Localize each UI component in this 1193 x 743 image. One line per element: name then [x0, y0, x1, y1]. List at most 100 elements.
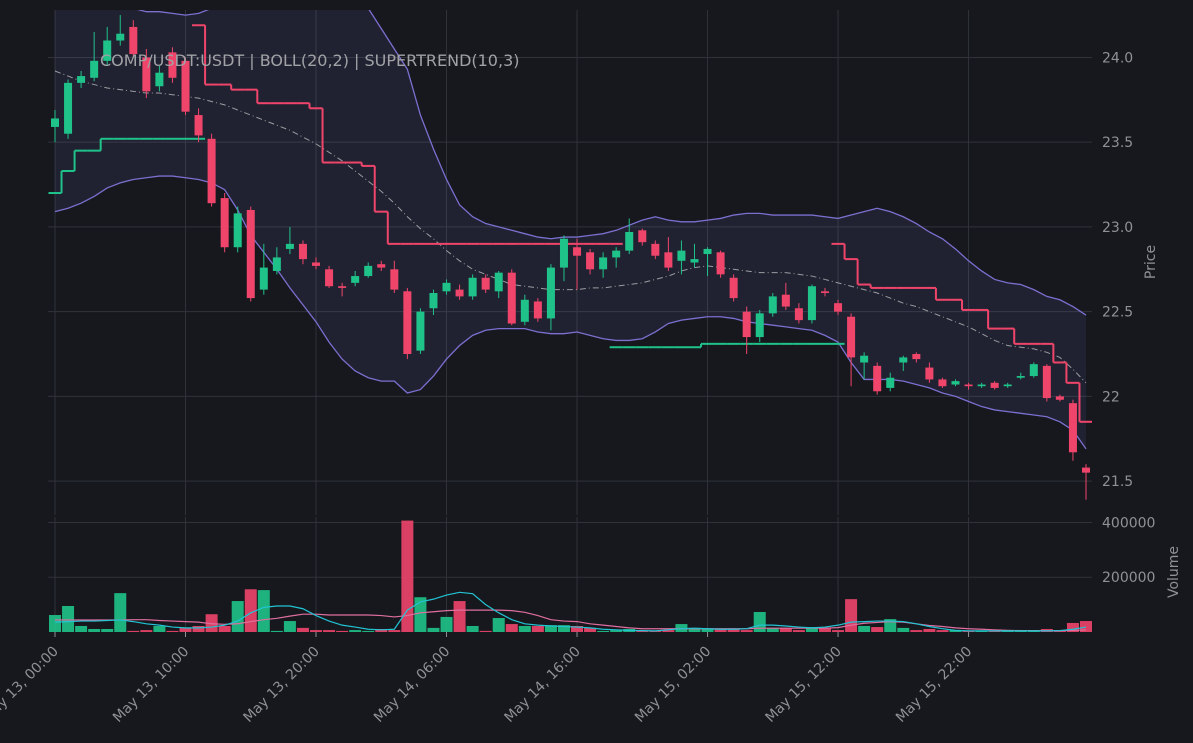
candle-body [103, 40, 112, 61]
candle-body [233, 213, 242, 248]
candle-body [886, 377, 895, 388]
x-tick-label: May 14, 16:00 [501, 644, 583, 726]
volume-bar [492, 618, 505, 632]
candle-body [481, 277, 490, 290]
candle-body [429, 293, 438, 309]
y2-axis-label: Volume [1166, 546, 1182, 598]
volume-bar [440, 616, 453, 632]
x-tick-label: May 13, 20:00 [240, 644, 322, 726]
volume-bar [114, 593, 127, 632]
chart-title: COMP/USDT:USDT | BOLL(20,2) | SUPERTREND… [100, 51, 520, 70]
candle-body [1029, 364, 1038, 377]
volume-bar [192, 625, 205, 632]
volume-bar [1080, 621, 1092, 632]
y-tick-label: 21.5 [1102, 474, 1133, 490]
y-tick-label: 23.0 [1102, 220, 1133, 236]
candle-body [807, 286, 816, 321]
y-tick-label: 23.5 [1102, 135, 1133, 151]
volume-bar [75, 625, 88, 632]
volume-bar [571, 625, 584, 632]
volume-bar [257, 590, 270, 632]
candle-body [716, 252, 725, 275]
candle-body [977, 384, 986, 387]
volume-bar [362, 630, 375, 632]
volume-ma-fast [54, 591, 1087, 632]
candle-body [1016, 376, 1025, 378]
volume-bar [283, 621, 296, 632]
volume-bar [610, 630, 623, 632]
band-fill [55, 10, 1086, 449]
candle-body [403, 291, 412, 355]
volume-bar [414, 597, 427, 632]
candle-body [664, 252, 673, 268]
candle-body [364, 265, 373, 277]
volume-bar [818, 627, 831, 632]
volume-bar [910, 630, 923, 632]
candle-body [742, 311, 751, 338]
volume-bar [127, 630, 140, 632]
candle-body [690, 259, 699, 263]
volume-bar [701, 628, 714, 632]
candle-body [755, 313, 764, 338]
candle-body [298, 243, 307, 260]
candle-body [129, 26, 138, 55]
volume-bar [166, 630, 179, 632]
candle-body [1055, 396, 1064, 400]
candle-body [677, 250, 686, 261]
volume-bar [388, 630, 401, 632]
candle-body [494, 272, 503, 292]
candle-body [586, 252, 595, 270]
volume-bar [871, 627, 884, 632]
volume-bar [740, 630, 753, 632]
volume-bar [779, 627, 792, 632]
candle-body [964, 384, 973, 387]
bollinger-upper [137, 10, 1087, 316]
candle-body [194, 115, 203, 136]
volume-bar [753, 612, 766, 632]
volume-bar [62, 605, 75, 632]
candle-body [729, 277, 738, 299]
volume-bar [936, 630, 949, 632]
candle-body [442, 282, 451, 292]
candle-body [860, 355, 869, 363]
candle-body [51, 118, 59, 127]
x-tick-label: May 14, 06:00 [371, 644, 453, 726]
y-axis-label: Price [1143, 245, 1159, 279]
volume-bar [805, 627, 818, 632]
candle-body [546, 267, 555, 319]
volume-panel [49, 520, 1092, 632]
candle-body [1003, 384, 1012, 387]
volume-bar [296, 627, 309, 632]
candle-body [90, 60, 99, 78]
volume-bar [636, 630, 649, 632]
volume-bar [584, 627, 597, 632]
x-tick-label: May 13, 10:00 [110, 644, 192, 726]
candle-body [181, 60, 190, 112]
candle-body [455, 289, 464, 297]
candle-body [168, 52, 177, 78]
volume-bar [218, 625, 231, 632]
volume-bar [375, 628, 388, 632]
candle-body [377, 264, 386, 268]
x-tick-label: May 15, 12:00 [763, 644, 845, 726]
candle-body [259, 267, 268, 290]
volume-bar [897, 627, 910, 632]
candle-body [899, 357, 908, 363]
volume-bar [1066, 622, 1079, 632]
candle-body [116, 33, 125, 41]
candle-body [64, 82, 73, 134]
candle-body [416, 311, 425, 351]
candle-body [285, 243, 294, 249]
candle-body [638, 230, 647, 243]
volume-bar [727, 628, 740, 632]
volume-bar [505, 624, 518, 632]
candle-body [951, 381, 960, 385]
candle-body [781, 294, 790, 307]
bollinger-lower [54, 175, 1087, 450]
volume-bar [479, 630, 492, 632]
x-tick-label: May 15, 22:00 [893, 644, 975, 726]
volume-bar [531, 625, 544, 632]
volume-bar [675, 624, 688, 632]
y2-tick-label: 400000 [1102, 515, 1155, 531]
candle-body [507, 272, 516, 324]
